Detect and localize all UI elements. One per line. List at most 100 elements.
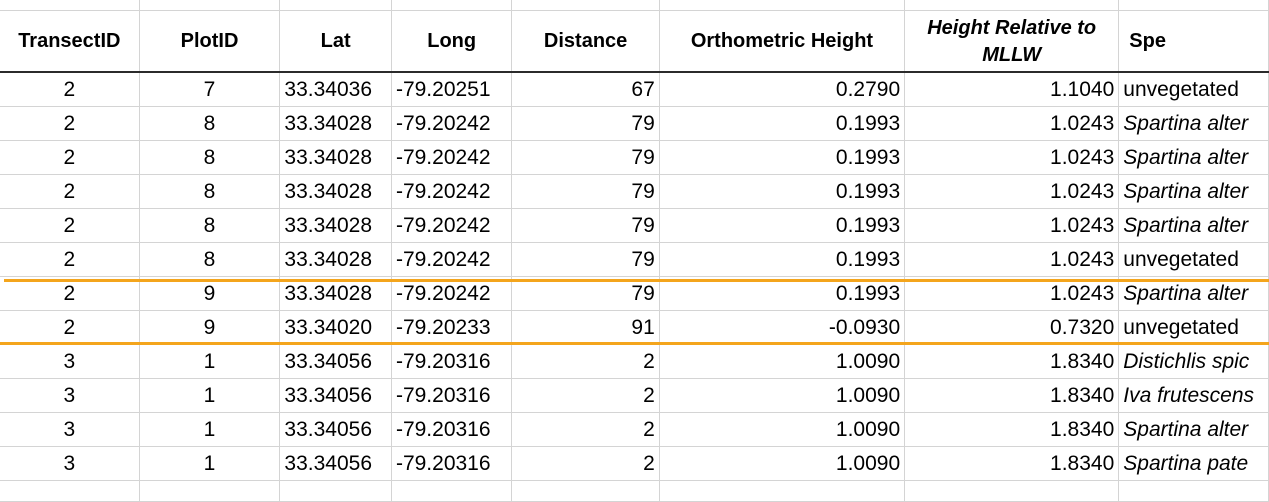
header-plotid[interactable]: PlotID <box>139 10 281 73</box>
cell-empty[interactable] <box>904 480 1120 502</box>
cell-transectid[interactable]: 3 <box>0 378 140 413</box>
cell-height-mllw[interactable]: 1.0243 <box>904 174 1120 209</box>
cell-transectid[interactable]: 3 <box>0 344 140 379</box>
cell-orthometric-height[interactable]: 0.1993 <box>659 242 906 277</box>
cell-orthometric-height[interactable]: 1.0090 <box>659 344 906 379</box>
cell-plotid[interactable]: 1 <box>139 378 281 413</box>
header-long[interactable]: Long <box>391 10 513 73</box>
cell-species[interactable]: Iva frutescens <box>1118 378 1269 413</box>
cell-lat[interactable]: 33.34028 <box>279 140 392 175</box>
cell-empty[interactable] <box>139 480 281 502</box>
cell-empty[interactable] <box>0 480 140 502</box>
cell-height-mllw[interactable]: 1.0243 <box>904 140 1120 175</box>
cell-species[interactable]: Spartina alter <box>1118 106 1269 141</box>
cell-plotid[interactable]: 1 <box>139 412 281 447</box>
cell-distance[interactable]: 79 <box>511 208 660 243</box>
cell-distance[interactable]: 79 <box>511 276 660 311</box>
cell-transectid[interactable]: 2 <box>0 106 140 141</box>
cell-transectid[interactable]: 3 <box>0 412 140 447</box>
cell-plotid[interactable]: 8 <box>139 208 281 243</box>
cell-orthometric-height[interactable]: 1.0090 <box>659 378 906 413</box>
cell-long[interactable]: -79.20316 <box>391 378 513 413</box>
header-orthometric-height[interactable]: Orthometric Height <box>659 10 906 73</box>
cell-plotid[interactable]: 1 <box>139 344 281 379</box>
cell-transectid[interactable]: 2 <box>0 174 140 209</box>
cell-empty[interactable] <box>1118 480 1269 502</box>
cell-height-mllw[interactable]: 1.8340 <box>904 344 1120 379</box>
cell-long[interactable]: -79.20242 <box>391 140 513 175</box>
cell-orthometric-height[interactable]: 1.0090 <box>659 412 906 447</box>
cell-distance[interactable]: 79 <box>511 174 660 209</box>
cell-long[interactable]: -79.20242 <box>391 276 513 311</box>
cell-orthometric-height[interactable]: 0.1993 <box>659 174 906 209</box>
header-distance[interactable]: Distance <box>511 10 660 73</box>
cell-plotid[interactable]: 9 <box>139 276 281 311</box>
cell-plotid[interactable]: 1 <box>139 446 281 481</box>
cell-species[interactable]: Spartina alter <box>1118 412 1269 447</box>
cell-orthometric-height[interactable]: 0.1993 <box>659 106 906 141</box>
cell-plotid[interactable]: 8 <box>139 106 281 141</box>
cell-distance[interactable]: 91 <box>511 310 660 345</box>
cell-distance[interactable]: 2 <box>511 446 660 481</box>
cell-plotid[interactable]: 8 <box>139 174 281 209</box>
cell-distance[interactable]: 79 <box>511 242 660 277</box>
cell-transectid[interactable]: 2 <box>0 72 140 107</box>
cell-lat[interactable]: 33.34056 <box>279 344 392 379</box>
cell-distance[interactable]: 67 <box>511 72 660 107</box>
cell-lat[interactable]: 33.34028 <box>279 106 392 141</box>
cell-long[interactable]: -79.20242 <box>391 106 513 141</box>
cell-orthometric-height[interactable]: 1.0090 <box>659 446 906 481</box>
cell-species[interactable]: Spartina pate <box>1118 446 1269 481</box>
cell-distance[interactable]: 2 <box>511 344 660 379</box>
cell-empty[interactable] <box>659 480 906 502</box>
cell-long[interactable]: -79.20316 <box>391 446 513 481</box>
cell-orthometric-height[interactable]: 0.1993 <box>659 140 906 175</box>
cell-species[interactable]: Distichlis spic <box>1118 344 1269 379</box>
cell-transectid[interactable]: 2 <box>0 140 140 175</box>
cell-long[interactable]: -79.20242 <box>391 208 513 243</box>
cell-height-mllw[interactable]: 1.0243 <box>904 106 1120 141</box>
cell-plotid[interactable]: 7 <box>139 72 281 107</box>
cell-orthometric-height[interactable]: -0.0930 <box>659 310 906 345</box>
cell-species[interactable]: Spartina alter <box>1118 276 1269 311</box>
header-species[interactable]: Spe <box>1118 10 1269 73</box>
cell-plotid[interactable]: 9 <box>139 310 281 345</box>
cell-height-mllw[interactable]: 1.0243 <box>904 242 1120 277</box>
cell-species[interactable]: Spartina alter <box>1118 174 1269 209</box>
cell-transectid[interactable]: 2 <box>0 310 140 345</box>
cell-empty[interactable] <box>391 480 513 502</box>
cell-orthometric-height[interactable]: 0.2790 <box>659 72 906 107</box>
cell-species[interactable]: unvegetated <box>1118 242 1269 277</box>
cell-height-mllw[interactable]: 1.0243 <box>904 208 1120 243</box>
cell-height-mllw[interactable]: 0.7320 <box>904 310 1120 345</box>
cell-long[interactable]: -79.20316 <box>391 412 513 447</box>
cell-height-mllw[interactable]: 1.8340 <box>904 378 1120 413</box>
cell-lat[interactable]: 33.34028 <box>279 242 392 277</box>
cell-lat[interactable]: 33.34028 <box>279 174 392 209</box>
cell-long[interactable]: -79.20242 <box>391 242 513 277</box>
cell-distance[interactable]: 2 <box>511 378 660 413</box>
cell-height-mllw[interactable]: 1.8340 <box>904 446 1120 481</box>
cell-distance[interactable]: 2 <box>511 412 660 447</box>
cell-empty[interactable] <box>279 480 392 502</box>
cell-height-mllw[interactable]: 1.1040 <box>904 72 1120 107</box>
cell-plotid[interactable]: 8 <box>139 140 281 175</box>
cell-lat[interactable]: 33.34028 <box>279 276 392 311</box>
cell-height-mllw[interactable]: 1.0243 <box>904 276 1120 311</box>
cell-distance[interactable]: 79 <box>511 106 660 141</box>
cell-lat[interactable]: 33.34020 <box>279 310 392 345</box>
cell-lat[interactable]: 33.34056 <box>279 378 392 413</box>
cell-species[interactable]: unvegetated <box>1118 310 1269 345</box>
cell-long[interactable]: -79.20316 <box>391 344 513 379</box>
header-transectid[interactable]: TransectID <box>0 10 140 73</box>
cell-height-mllw[interactable]: 1.8340 <box>904 412 1120 447</box>
cell-orthometric-height[interactable]: 0.1993 <box>659 276 906 311</box>
cell-long[interactable]: -79.20251 <box>391 72 513 107</box>
cell-plotid[interactable]: 8 <box>139 242 281 277</box>
cell-transectid[interactable]: 3 <box>0 446 140 481</box>
cell-empty[interactable] <box>511 480 660 502</box>
cell-species[interactable]: Spartina alter <box>1118 140 1269 175</box>
cell-distance[interactable]: 79 <box>511 140 660 175</box>
cell-lat[interactable]: 33.34036 <box>279 72 392 107</box>
cell-long[interactable]: -79.20233 <box>391 310 513 345</box>
